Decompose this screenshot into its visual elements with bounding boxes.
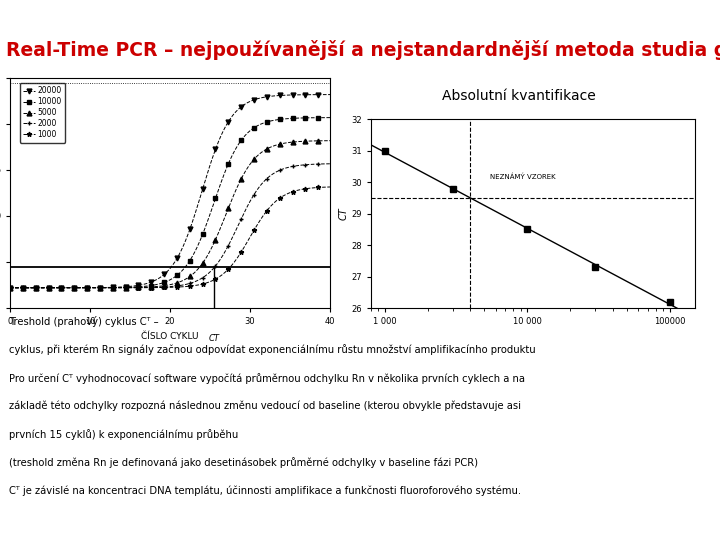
- 2000: [296, 162, 305, 168]
- 10000: [296, 115, 305, 122]
- 10000: [325, 114, 334, 121]
- Text: Absolutní kvantifikace: Absolutní kvantifikace: [441, 89, 595, 103]
- 20000: [202, 175, 210, 181]
- 1000: [196, 281, 204, 288]
- 20000: [296, 92, 305, 98]
- 1000: [6, 285, 15, 291]
- 5000: [6, 285, 15, 291]
- Text: (treshold změna Rn je definovaná jako desetinásobek průměrné odchylky v baseline: (treshold změna Rn je definovaná jako de…: [9, 457, 478, 468]
- Text: © Ondřej Sláby, 2009: © Ondřej Sláby, 2009: [603, 519, 709, 530]
- 1000: [202, 280, 210, 286]
- 5000: [195, 264, 204, 271]
- 20000: [325, 91, 334, 98]
- Y-axis label: CT: CT: [338, 207, 348, 220]
- 1000: [296, 186, 305, 193]
- 10000: [202, 222, 210, 229]
- 20000: [195, 197, 204, 203]
- 2000: [6, 285, 15, 291]
- 20000: [275, 92, 284, 99]
- 5000: [6, 285, 14, 291]
- Text: Real-Time PCR – nejpoužívanější a nejstandardnější metoda studia genové exprese: Real-Time PCR – nejpoužívanější a nejsta…: [6, 40, 720, 60]
- Text: Strana 18: Strana 18: [30, 520, 85, 530]
- 20000: [6, 285, 14, 291]
- Text: cyklus, při kterém Rn signály začnou odpovídat exponenciálnímu růstu množství am: cyklus, při kterém Rn signály začnou odp…: [9, 345, 536, 355]
- 10000: [196, 237, 204, 243]
- 5000: [325, 138, 334, 144]
- Line: 5000: 5000: [8, 138, 333, 290]
- 2000: [6, 285, 14, 291]
- 1000: [195, 281, 204, 288]
- 5000: [296, 138, 305, 145]
- Legend: 20000, 10000, 5000, 2000, 1000: 20000, 10000, 5000, 2000, 1000: [19, 83, 66, 143]
- 10000: [195, 239, 204, 245]
- 5000: [275, 141, 284, 147]
- 5000: [202, 255, 210, 261]
- 10000: [6, 285, 14, 291]
- 20000: [196, 193, 204, 199]
- 2000: [195, 276, 204, 283]
- Text: NEZNÁMÝ VZOREK: NEZNÁMÝ VZOREK: [490, 174, 556, 180]
- Line: 10000: 10000: [8, 115, 333, 290]
- Text: prvních 15 cyklů) k exponenciálnímu průběhu: prvních 15 cyklů) k exponenciálnímu průb…: [9, 429, 238, 440]
- Line: 2000: 2000: [8, 161, 333, 290]
- 1000: [6, 285, 14, 291]
- 1000: [275, 195, 284, 201]
- 2000: [196, 276, 204, 282]
- 5000: [196, 263, 204, 269]
- 20000: [6, 285, 15, 291]
- 10000: [6, 285, 15, 291]
- X-axis label: ČÍSLO CYKLU: ČÍSLO CYKLU: [141, 332, 199, 341]
- Line: 1000: 1000: [8, 185, 333, 290]
- 1000: [325, 184, 334, 190]
- 2000: [202, 272, 210, 279]
- Text: Úvod do molekulární medicíny 3/12: Úvod do molekulární medicíny 3/12: [144, 8, 342, 20]
- 2000: [275, 167, 284, 173]
- Text: Pro určení Cᵀ vyhodnocovací software vypočítá průměrnou odchylku Rn v několika p: Pro určení Cᵀ vyhodnocovací software vyp…: [9, 373, 526, 383]
- 2000: [325, 160, 334, 167]
- 10000: [275, 116, 284, 123]
- Text: Treshold (prahový) cyklus Cᵀ –: Treshold (prahový) cyklus Cᵀ –: [9, 316, 159, 327]
- Text: CT: CT: [209, 334, 220, 343]
- Text: Cᵀ je závislé na koncentraci DNA templátu, účinnosti amplifikace a funkčnosti fl: Cᵀ je závislé na koncentraci DNA templát…: [9, 485, 521, 496]
- Text: základě této odchylky rozpozná následnou změnu vedoucí od baseline (kterou obvyk: základě této odchylky rozpozná následnou…: [9, 401, 521, 411]
- Line: 20000: 20000: [8, 92, 333, 290]
